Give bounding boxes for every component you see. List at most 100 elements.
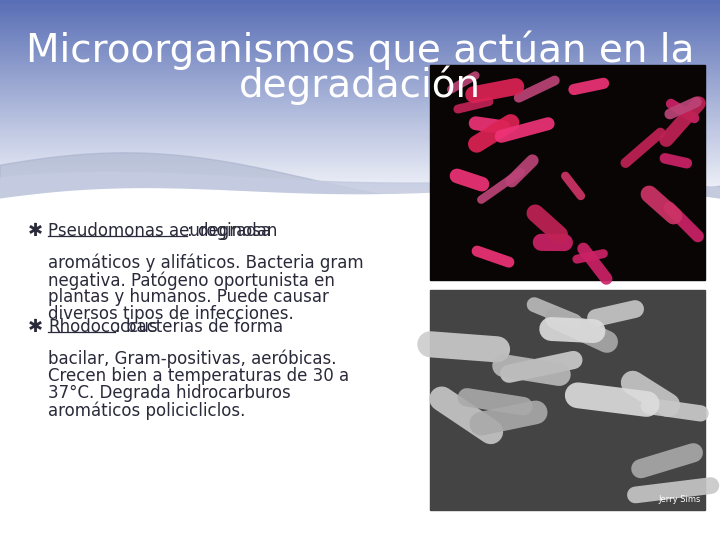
Bar	[0, 181, 720, 185]
Text: ✱: ✱	[28, 222, 43, 240]
Bar	[0, 157, 720, 160]
Bar	[0, 22, 720, 25]
Bar	[0, 152, 720, 156]
Bar	[0, 72, 720, 76]
Bar	[0, 133, 720, 137]
Bar	[0, 30, 720, 33]
Bar	[0, 127, 720, 130]
Bar	[0, 159, 720, 161]
Bar	[0, 0, 720, 2]
Bar	[0, 62, 720, 65]
Bar	[0, 98, 720, 101]
Bar	[0, 163, 720, 166]
Bar	[0, 29, 720, 31]
Bar	[0, 106, 720, 109]
Bar	[0, 117, 720, 120]
Bar	[0, 136, 720, 139]
Bar	[0, 87, 720, 90]
Bar	[0, 188, 720, 191]
Bar	[0, 83, 720, 86]
Bar	[0, 1, 720, 4]
Bar	[0, 89, 720, 92]
Bar	[0, 10, 720, 12]
Bar	[0, 138, 720, 141]
Bar	[0, 112, 720, 116]
Bar	[0, 131, 720, 134]
Bar	[0, 176, 720, 179]
Bar	[0, 49, 720, 52]
Bar	[0, 96, 720, 99]
Text: Microorganismos que actúan en la: Microorganismos que actúan en la	[26, 30, 694, 70]
Bar	[0, 142, 720, 145]
Bar	[0, 171, 720, 174]
Bar	[0, 48, 720, 50]
Bar	[0, 184, 720, 187]
Text: ✱: ✱	[28, 318, 43, 336]
Bar	[0, 104, 720, 107]
Bar	[0, 167, 720, 170]
Bar	[0, 205, 720, 208]
Bar	[0, 194, 720, 198]
Bar	[0, 39, 720, 42]
Bar	[0, 186, 720, 189]
Bar	[0, 91, 720, 94]
Bar	[0, 207, 720, 210]
Bar	[0, 148, 720, 151]
Bar	[0, 14, 720, 17]
Bar	[0, 110, 720, 113]
Text: : degradan: : degradan	[187, 222, 277, 240]
Bar	[430, 65, 705, 280]
Bar	[0, 26, 720, 29]
Bar	[0, 64, 720, 67]
Bar	[0, 79, 720, 82]
Bar	[0, 121, 720, 124]
Bar	[0, 140, 720, 143]
Bar	[0, 5, 720, 9]
Text: Rhodococcus: Rhodococcus	[48, 318, 158, 336]
Bar	[0, 60, 720, 63]
Bar	[0, 51, 720, 55]
Bar	[0, 173, 720, 177]
Bar	[0, 77, 720, 80]
Text: : bacterias de forma: : bacterias de forma	[114, 318, 283, 336]
Polygon shape	[0, 153, 720, 540]
Bar	[0, 190, 720, 193]
Text: diversos tipos de infecciones.: diversos tipos de infecciones.	[48, 305, 294, 323]
Bar	[0, 192, 720, 195]
Bar	[0, 32, 720, 36]
Bar	[0, 178, 720, 180]
Bar	[0, 68, 720, 71]
Bar	[0, 114, 720, 118]
Text: degradación: degradación	[239, 65, 481, 105]
Bar	[0, 108, 720, 111]
Text: Pseudomonas aeuroginosa: Pseudomonas aeuroginosa	[48, 222, 271, 240]
Bar	[0, 8, 720, 10]
Bar	[0, 53, 720, 57]
Bar	[0, 119, 720, 122]
Text: aromáticos y alifáticos. Bacteria gram: aromáticos y alifáticos. Bacteria gram	[48, 254, 364, 273]
Bar	[0, 180, 720, 183]
Bar	[0, 85, 720, 88]
Bar	[0, 35, 720, 38]
Polygon shape	[0, 188, 720, 540]
Bar	[0, 129, 720, 132]
Text: Crecen bien a temperaturas de 30 a: Crecen bien a temperaturas de 30 a	[48, 367, 349, 385]
Bar	[0, 93, 720, 97]
Bar	[0, 81, 720, 84]
Text: plantas y humanos. Puede causar: plantas y humanos. Puede causar	[48, 288, 329, 306]
Bar	[0, 75, 720, 78]
Bar	[0, 18, 720, 21]
Bar	[0, 165, 720, 168]
Bar	[0, 45, 720, 48]
Text: 37°C. Degrada hidrocarburos: 37°C. Degrada hidrocarburos	[48, 384, 291, 402]
Polygon shape	[0, 172, 720, 540]
Bar	[0, 3, 720, 6]
Bar	[0, 125, 720, 128]
Bar	[0, 43, 720, 46]
Bar	[0, 56, 720, 59]
Bar	[0, 20, 720, 23]
Bar	[0, 154, 720, 158]
Text: Jerry Sims: Jerry Sims	[659, 495, 701, 504]
Bar	[0, 169, 720, 172]
Bar	[0, 100, 720, 103]
